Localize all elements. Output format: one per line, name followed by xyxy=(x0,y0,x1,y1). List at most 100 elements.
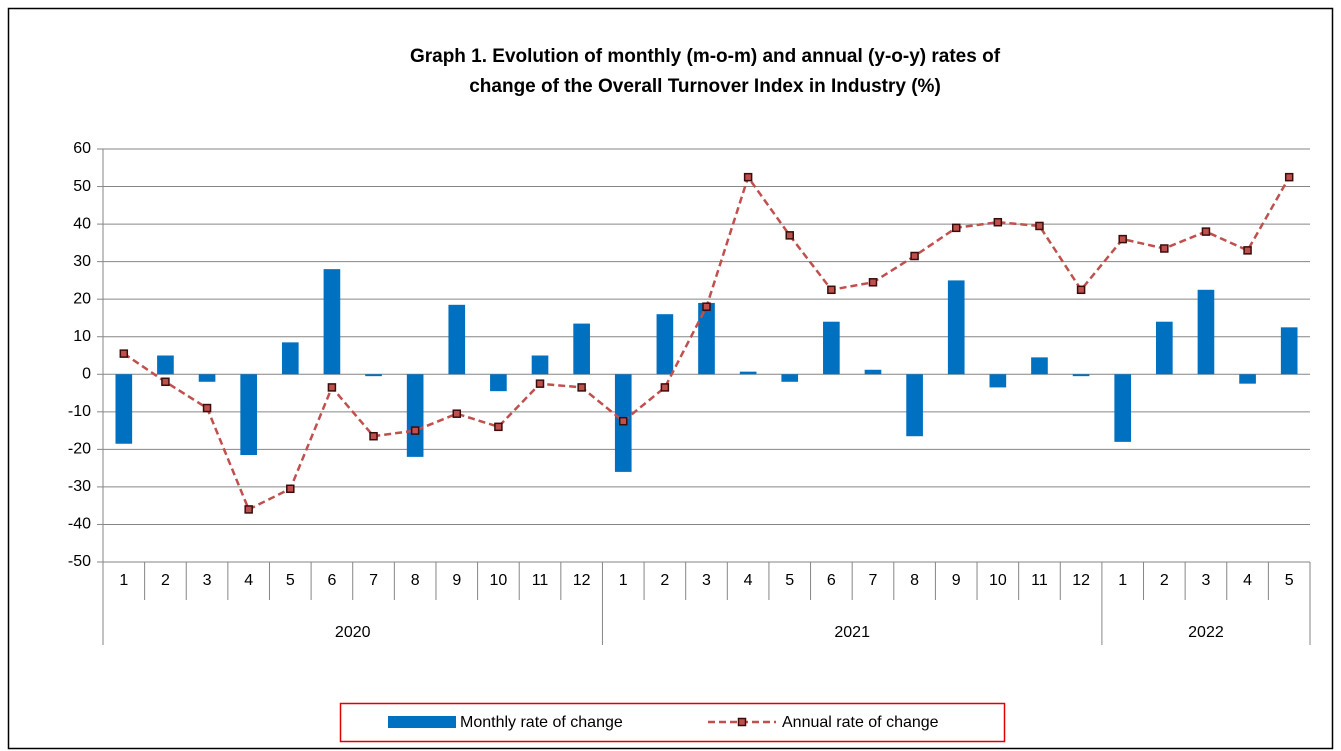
line-marker xyxy=(1201,227,1211,236)
y-tick-label: 40 xyxy=(73,215,91,232)
line-marker xyxy=(1243,246,1252,255)
line-marker xyxy=(785,231,794,240)
line-marker xyxy=(702,302,711,311)
bar xyxy=(531,355,549,375)
x-group-label: 2020 xyxy=(335,624,371,641)
bar xyxy=(1156,321,1173,375)
line-marker xyxy=(827,285,836,295)
y-tick-label: 10 xyxy=(73,328,91,345)
x-tick-label: 5 xyxy=(286,572,295,589)
line-marker xyxy=(452,409,462,418)
x-tick-label: 6 xyxy=(327,572,336,589)
x-tick-label: 1 xyxy=(119,572,128,589)
x-tick-label: 5 xyxy=(1285,572,1294,589)
x-tick-label: 2 xyxy=(161,572,170,589)
bar xyxy=(989,374,1007,388)
x-tick-label: 3 xyxy=(1201,572,1210,589)
line-marker xyxy=(369,431,378,441)
x-tick-label: 11 xyxy=(532,572,549,589)
line-marker xyxy=(743,172,753,182)
x-tick-label: 4 xyxy=(1243,572,1252,589)
bar xyxy=(573,323,590,375)
bar xyxy=(1114,374,1132,442)
y-tick-label: -20 xyxy=(68,441,91,458)
x-tick-label: 4 xyxy=(244,572,253,589)
x-tick-label: 12 xyxy=(573,572,591,589)
bar xyxy=(323,269,341,375)
chart-border xyxy=(7,7,1334,750)
line-marker xyxy=(119,349,129,358)
bar xyxy=(240,374,257,455)
line-marker xyxy=(993,217,1003,227)
line-marker xyxy=(1035,221,1044,231)
line-marker xyxy=(1160,244,1169,253)
bar xyxy=(1031,357,1048,375)
x-group-label: 2022 xyxy=(1188,624,1224,641)
line-marker xyxy=(660,383,670,392)
line-marker xyxy=(951,223,961,233)
legend-label: Annual rate of change xyxy=(782,714,939,731)
x-tick-label: 7 xyxy=(869,572,878,589)
x-tick-label: 2 xyxy=(1160,572,1169,589)
bar xyxy=(864,369,882,375)
x-tick-label: 7 xyxy=(369,572,378,589)
bar xyxy=(947,280,965,375)
legend-swatch xyxy=(388,716,456,728)
line-marker xyxy=(535,379,545,388)
x-tick-label: 5 xyxy=(785,572,794,589)
y-tick-label: 0 xyxy=(82,365,91,382)
x-tick-label: 10 xyxy=(489,572,507,589)
bar xyxy=(1197,289,1215,375)
line-marker xyxy=(910,251,919,261)
bar xyxy=(1280,327,1298,375)
x-tick-label: 1 xyxy=(619,572,628,589)
bar xyxy=(781,374,799,382)
legend-marker xyxy=(737,717,747,727)
x-tick-label: 2 xyxy=(660,572,669,589)
bar xyxy=(281,342,299,375)
bar xyxy=(115,374,133,444)
line-marker xyxy=(619,416,628,426)
line-marker xyxy=(868,278,878,287)
x-tick-label: 4 xyxy=(744,572,753,589)
y-tick-label: 20 xyxy=(73,290,91,307)
bar xyxy=(698,302,715,375)
line-marker xyxy=(577,383,586,392)
x-tick-label: 12 xyxy=(1072,572,1090,589)
line-marker xyxy=(327,383,337,392)
y-tick-label: 50 xyxy=(73,178,91,195)
x-tick-label: 6 xyxy=(827,572,836,589)
x-tick-label: 9 xyxy=(452,572,461,589)
y-tick-label: -30 xyxy=(68,478,91,495)
bar xyxy=(365,374,382,377)
y-tick-label: -10 xyxy=(68,403,91,420)
line-marker xyxy=(244,505,253,514)
x-tick-label: 10 xyxy=(989,572,1007,589)
x-tick-label: 9 xyxy=(952,572,961,589)
bar xyxy=(1239,374,1256,384)
x-tick-label: 3 xyxy=(203,572,212,589)
bar xyxy=(490,374,507,392)
line-marker xyxy=(1118,234,1127,244)
bar xyxy=(656,314,674,375)
x-tick-label: 3 xyxy=(702,572,711,589)
x-tick-label: 8 xyxy=(910,572,919,589)
bar xyxy=(448,304,466,375)
line-marker xyxy=(202,403,212,413)
legend-label: Monthly rate of change xyxy=(460,714,623,731)
bar xyxy=(906,374,923,437)
chart-title: Graph 1. Evolution of monthly (m-o-m) an… xyxy=(409,46,1001,97)
bar xyxy=(198,374,216,382)
y-tick-label: -50 xyxy=(68,553,91,570)
x-tick-label: 8 xyxy=(411,572,420,589)
x-group-label: 2021 xyxy=(834,624,870,641)
line-marker xyxy=(161,377,170,387)
y-tick-label: 30 xyxy=(73,253,91,270)
line-marker xyxy=(286,484,295,494)
line-marker xyxy=(1284,172,1294,182)
bar xyxy=(406,374,424,457)
bar xyxy=(157,355,174,375)
x-tick-label: 1 xyxy=(1118,572,1127,589)
